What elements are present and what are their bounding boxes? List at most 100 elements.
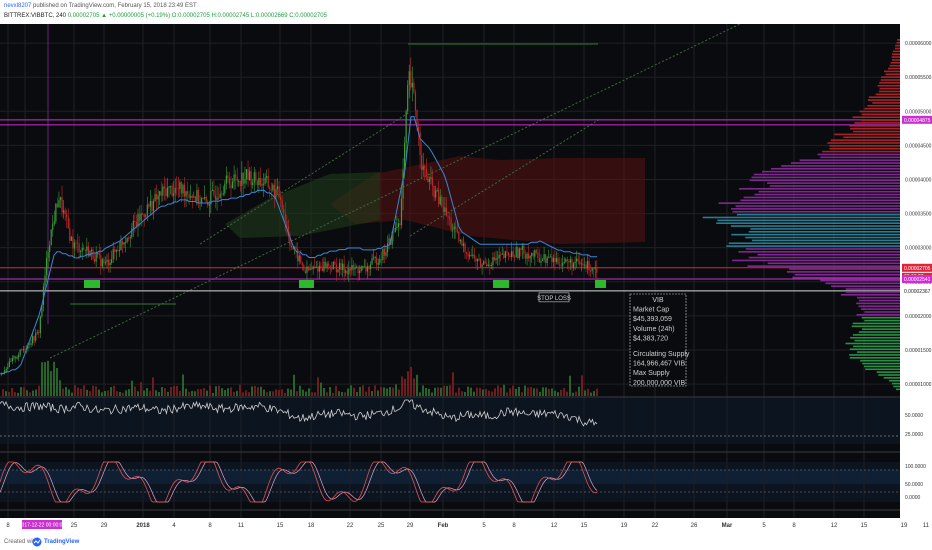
volume-bar xyxy=(374,385,376,396)
volume-bar xyxy=(548,388,550,396)
candle-body xyxy=(42,286,45,306)
candle-body xyxy=(216,197,218,200)
candle-body xyxy=(323,261,325,272)
candle-body xyxy=(340,262,342,270)
volume-bar xyxy=(203,388,205,396)
candle-body xyxy=(253,172,255,183)
volume-bar xyxy=(404,378,406,396)
volume-bar xyxy=(242,392,244,396)
info-box-line-2: $45,393,059 xyxy=(633,316,672,323)
candle-body xyxy=(469,254,471,257)
volume-profile-bar xyxy=(754,193,900,196)
volume-bar xyxy=(488,390,490,396)
volume-profile-bar xyxy=(865,368,900,371)
volume-profile-bar xyxy=(770,167,900,170)
volume-profile-bar xyxy=(747,265,900,267)
candle-body xyxy=(76,242,79,244)
volume-bar xyxy=(209,385,211,396)
candle-body xyxy=(462,243,465,246)
volume-bar xyxy=(218,385,220,396)
volume-bar xyxy=(185,388,187,396)
candle-body xyxy=(397,223,399,227)
candle-body xyxy=(162,186,164,196)
candle-body xyxy=(152,200,155,212)
candle-body xyxy=(342,263,344,270)
volume-profile-bar xyxy=(843,136,900,139)
candle-body xyxy=(140,213,142,221)
candle-body xyxy=(411,82,413,88)
volume-bar xyxy=(275,389,277,396)
volume-profile-bar xyxy=(881,76,900,78)
volume-bar xyxy=(17,392,19,396)
stoch-tick-label-2: 0.0000 xyxy=(905,495,921,501)
candle-body xyxy=(517,247,519,259)
candle-body xyxy=(292,247,294,249)
candle-body xyxy=(576,258,578,262)
volume-bar xyxy=(233,392,235,396)
candle-body xyxy=(149,200,151,207)
volume-profile-bar xyxy=(845,342,900,345)
volume-bar xyxy=(359,386,361,396)
symbol-label[interactable]: BITTREX:VIBBTC, 240 xyxy=(4,13,67,19)
price-tick-label-3: 0.00004500 xyxy=(905,143,932,149)
volume-bar xyxy=(443,385,445,396)
volume-profile-bar xyxy=(769,185,900,187)
candle-body xyxy=(566,259,568,262)
volume-bar xyxy=(44,362,46,396)
volume-bar xyxy=(32,390,34,396)
candle-body xyxy=(459,239,461,242)
time-tick-label-0: 8 xyxy=(6,523,10,529)
candle-body xyxy=(554,257,556,263)
volume-bar xyxy=(128,389,130,396)
candle-body xyxy=(435,190,437,198)
candle-body xyxy=(424,166,426,169)
volume-bar xyxy=(407,371,409,396)
author-link[interactable]: nevxl8207 xyxy=(4,3,32,9)
candle-body xyxy=(338,262,341,270)
candle-body xyxy=(123,242,125,245)
candle-body xyxy=(450,218,452,230)
volume-profile-bar xyxy=(728,242,900,245)
volume-profile-bar xyxy=(716,222,900,225)
volume-bar xyxy=(104,390,106,396)
candle-body xyxy=(464,243,466,252)
volume-bar xyxy=(266,392,268,396)
candle-body xyxy=(328,263,330,266)
volume-profile-bar xyxy=(849,125,900,127)
candle-body xyxy=(518,248,520,259)
candle-body xyxy=(200,198,203,203)
volume-bar xyxy=(371,391,373,396)
time-tick-label-26: 19 xyxy=(901,523,908,529)
chart-area[interactable]: STOP LOSS VIB Market Cap $45,393,059 Volume … xyxy=(0,24,932,534)
volume-bar xyxy=(158,392,160,396)
time-tick-label-7: 11 xyxy=(238,523,245,529)
candle-body xyxy=(95,253,97,262)
volume-bar xyxy=(506,392,508,396)
candle-body xyxy=(166,187,169,197)
candle-body xyxy=(399,223,401,226)
candle-body xyxy=(300,255,302,263)
price-chart[interactable]: STOP LOSS VIB Market Cap $45,393,059 Volume … xyxy=(0,24,932,534)
candle-body xyxy=(128,238,130,239)
volume-bar xyxy=(512,385,514,396)
candle-body xyxy=(366,266,368,272)
candle-body xyxy=(582,263,584,266)
volume-profile-bar xyxy=(748,256,900,259)
volume-bar xyxy=(26,390,28,396)
candle-body xyxy=(430,177,432,180)
candle-body xyxy=(80,251,82,253)
volume-bar xyxy=(566,391,568,396)
candle-body xyxy=(190,195,192,198)
candle-body xyxy=(439,196,441,205)
time-tick-label-18: 19 xyxy=(621,523,628,529)
volume-bar xyxy=(80,388,82,396)
candle-body xyxy=(557,258,559,265)
candle-body xyxy=(126,238,128,243)
candle-body xyxy=(44,275,46,287)
candle-body xyxy=(131,228,133,237)
time-tick-label-15: 8 xyxy=(512,523,516,529)
candle-body xyxy=(114,249,116,252)
volume-profile-bar xyxy=(820,279,900,282)
candle-body xyxy=(297,248,299,262)
tradingview-brand-link[interactable]: TradingView xyxy=(44,539,80,545)
